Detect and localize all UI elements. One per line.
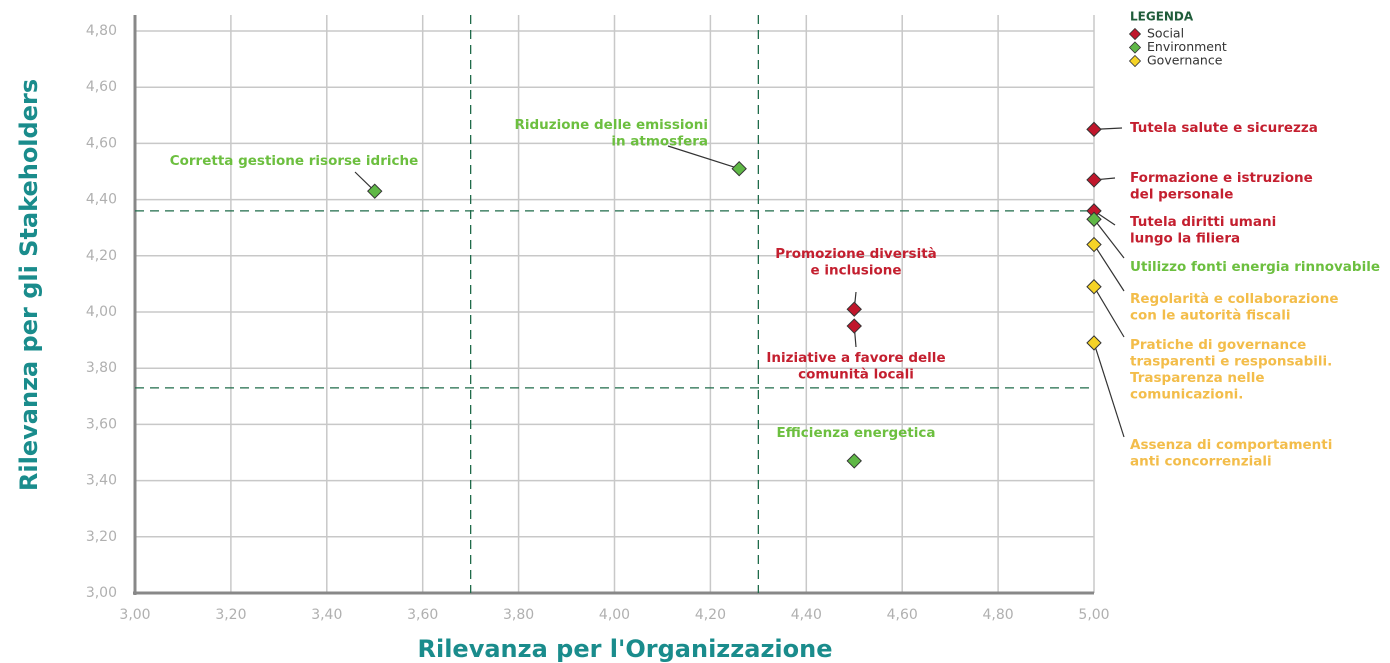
y-tick-label: 3,40 [86, 473, 117, 489]
point [846, 318, 862, 334]
point [1086, 121, 1102, 138]
x-tick-label: 3,60 [407, 607, 438, 623]
x-axis-title: Rilevanza per l'Organizzazione [418, 635, 833, 663]
point-label: Formazione e istruzione [1130, 170, 1313, 186]
x-tick-label: 3,20 [215, 607, 246, 623]
x-tick-label: 4,80 [983, 607, 1014, 623]
legend-label: Social [1147, 26, 1184, 41]
y-tick-label: 3,20 [86, 529, 117, 545]
x-tick-label: 4,40 [791, 607, 822, 623]
legend-marker [1128, 41, 1142, 54]
point-label: Assenza di comportamenti [1130, 437, 1332, 453]
y-axis-title: Rilevanza per gli Stakeholders [15, 79, 43, 491]
leader-line [1093, 286, 1125, 338]
point-label: Corretta gestione risorse idriche [170, 153, 419, 169]
point [367, 183, 383, 199]
point-label: Utilizzo fonti energia rinnovabile [1130, 259, 1380, 275]
point [731, 160, 747, 177]
point-label: comunicazioni. [1130, 387, 1243, 403]
point-label: Tutela salute e sicurezza [1130, 120, 1318, 136]
point-label: Iniziative a favore delle [766, 350, 945, 366]
x-tick-label: 3,40 [311, 607, 342, 623]
y-tick-label: 3,00 [86, 585, 117, 601]
leader-line [1093, 342, 1125, 438]
point-label: trasparenti e responsabili. [1130, 354, 1332, 370]
x-tick-label: 5,00 [1078, 607, 1109, 623]
point-label: anti concorrenziali [1130, 454, 1272, 470]
x-tick-label: 4,60 [887, 607, 918, 623]
y-tick-label: 4,80 [86, 23, 117, 39]
point-label: Promozione diversità [775, 246, 937, 262]
point-label: Efficienza energetica [777, 425, 936, 441]
point-label: in atmosfera [611, 134, 708, 150]
leader-line [1093, 244, 1125, 292]
legend-marker [1128, 27, 1142, 41]
point-label: Tutela diritti umani [1130, 214, 1276, 230]
x-tick-label: 3,80 [503, 607, 534, 623]
x-tick-label: 4,00 [599, 607, 630, 623]
x-tick-label: 3,00 [119, 607, 150, 623]
y-tick-label: 4,40 [86, 192, 117, 208]
point-label: Riduzione delle emissioni [514, 117, 708, 133]
point-label: lungo la filiera [1130, 231, 1240, 247]
point-label: Regolarità e collaborazione [1130, 291, 1339, 307]
y-tick-label: 3,80 [86, 360, 117, 376]
point [846, 301, 862, 317]
point-label: comunità locali [798, 367, 914, 383]
point-label: con le autorità fiscali [1130, 308, 1290, 324]
leader-line [1093, 218, 1125, 259]
legend-label: Governance [1147, 53, 1223, 68]
point-label: Trasparenza nelle [1130, 370, 1265, 386]
y-tick-label: 4,20 [86, 248, 117, 264]
point-label: del personale [1130, 187, 1233, 203]
point-label: Pratiche di governance [1130, 337, 1306, 353]
point [1086, 236, 1102, 253]
y-tick-label: 4,00 [86, 304, 117, 320]
legend-marker [1128, 54, 1142, 68]
point [846, 453, 862, 469]
leader-line [667, 145, 740, 170]
point-label: e inclusione [810, 263, 901, 279]
point [1086, 172, 1102, 188]
point [1086, 279, 1102, 295]
y-tick-label: 4,60 [86, 135, 117, 151]
y-tick-label: 3,60 [86, 416, 117, 432]
point [1086, 211, 1102, 227]
legend-label: Environment [1147, 39, 1227, 54]
y-tick-label: 4,60 [86, 79, 117, 95]
point [1086, 335, 1102, 351]
x-tick-label: 4,20 [695, 607, 726, 623]
legend-title: LEGENDA [1130, 10, 1194, 24]
